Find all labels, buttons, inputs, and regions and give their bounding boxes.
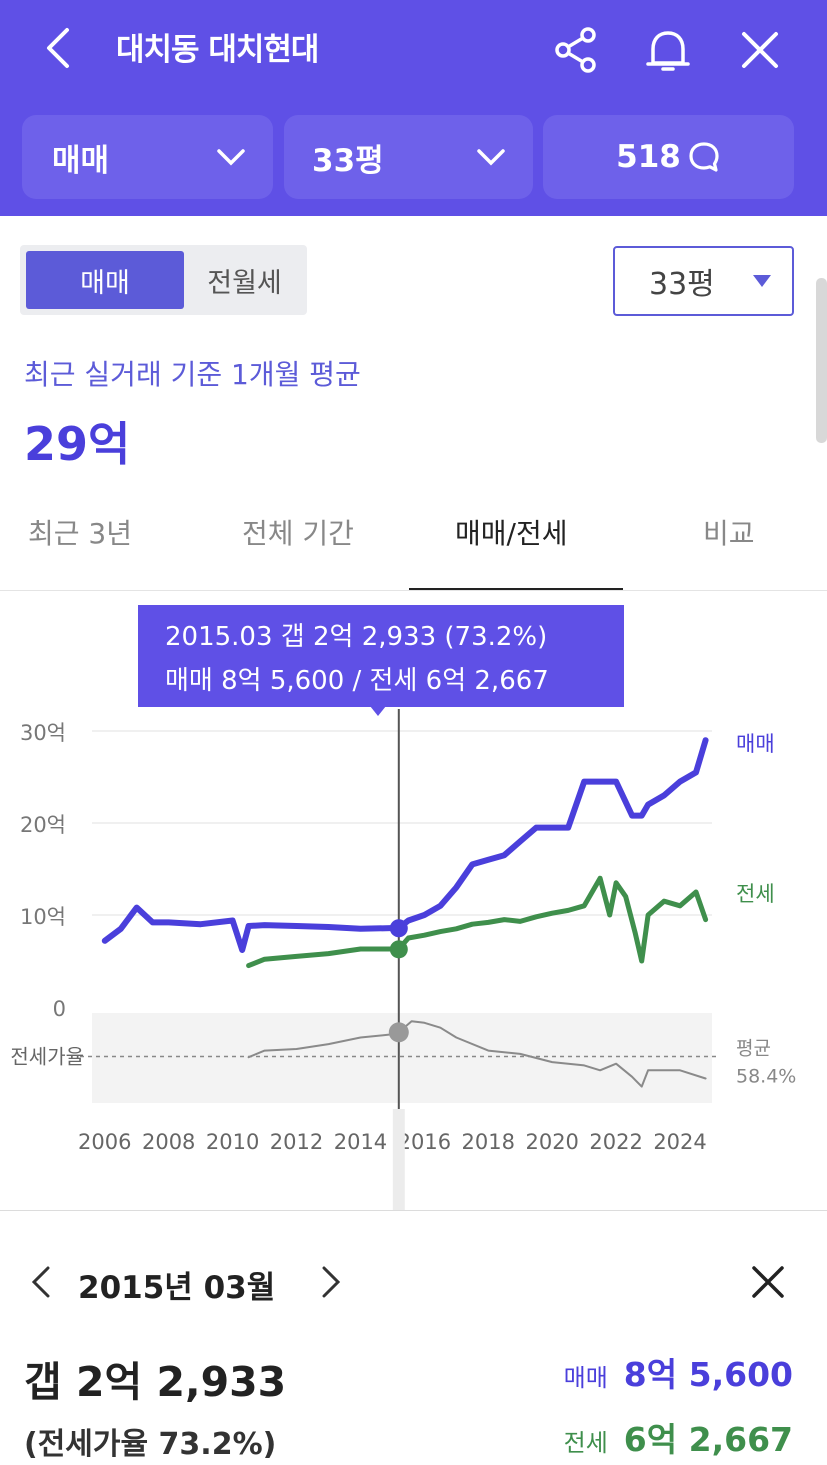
y-tick-label: 0 <box>53 997 66 1021</box>
tab-recent-3y[interactable]: 최근 3년 <box>28 517 132 550</box>
active-tab-indicator <box>409 588 623 590</box>
next-month-button[interactable] <box>316 1262 346 1302</box>
y-tick-label: 20억 <box>20 813 66 837</box>
jeonse-ratio: (전세가율 73.2%) <box>24 1427 277 1462</box>
y-tick-label: 30억 <box>20 721 66 745</box>
x-tick-label: 2024 <box>653 1130 706 1154</box>
jeonse-series-label: 전세 <box>736 882 775 906</box>
close-button[interactable] <box>732 22 788 78</box>
tab-all-period[interactable]: 전체 기간 <box>242 517 354 550</box>
close-icon <box>742 32 778 68</box>
tab-compare[interactable]: 비교 <box>703 517 755 550</box>
x-tick-label: 2022 <box>589 1130 642 1154</box>
tab-divider <box>0 590 827 591</box>
ratio-series-line <box>247 1020 707 1088</box>
x-tick-label: 2012 <box>270 1130 323 1154</box>
notification-button[interactable] <box>640 22 696 78</box>
chevron-down-icon <box>217 149 245 166</box>
comment-count: 518 <box>616 139 681 175</box>
scrollbar[interactable] <box>816 278 827 443</box>
gap-amount: 갭 2억 2,933 <box>24 1358 287 1406</box>
segment-rent[interactable]: 전월세 <box>207 267 282 299</box>
caret-down-icon <box>753 275 771 287</box>
detail-close-button[interactable] <box>746 1260 790 1304</box>
chart-tooltip: 2015.03 갭 2억 2,933 (73.2%) 매매 8억 5,600 /… <box>138 605 624 707</box>
x-tick-label: 2018 <box>462 1130 515 1154</box>
size-select[interactable]: 33평 <box>284 115 533 199</box>
price-chart[interactable]: 30억 20억 10억 0 전세가율 평균 58.4% 2006 2008 2010 2012 201… <box>0 591 827 1211</box>
cursor-handle <box>392 1109 405 1211</box>
tooltip-line-1: 2015.03 갭 2억 2,933 (73.2%) <box>165 622 548 652</box>
deal-type-value: 매매 <box>52 142 110 179</box>
jeonse-price-row: 전세 6억 2,667 <box>564 1413 793 1461</box>
bell-icon <box>646 31 690 71</box>
segment-sale[interactable]: 매매 <box>26 251 184 309</box>
panel-divider <box>0 1210 827 1211</box>
average-value: 29억 <box>24 417 131 471</box>
comment-icon <box>689 142 719 172</box>
back-button[interactable] <box>30 20 86 76</box>
area-select[interactable]: 33평 <box>613 246 794 316</box>
ratio-axis-label: 전세가율 <box>10 1045 84 1069</box>
average-value: 58.4% <box>736 1066 796 1088</box>
sale-price-value: 8억 5,600 <box>623 1355 793 1394</box>
jeonse-point-marker <box>389 940 408 959</box>
share-button[interactable] <box>548 22 604 78</box>
chevron-right-icon <box>322 1266 341 1298</box>
average-label: 최근 실거래 기준 1개월 평균 <box>24 358 361 391</box>
app-header: 대치동 대치현대 매매 33평 518 <box>0 0 827 216</box>
x-tick-label: 2016 <box>398 1130 451 1154</box>
deal-type-select[interactable]: 매매 <box>22 115 273 199</box>
x-tick-label: 2008 <box>142 1130 195 1154</box>
page-title: 대치동 대치현대 <box>116 32 319 68</box>
deal-segment-control: 매매 전월세 <box>20 245 307 315</box>
tooltip-line-2: 매매 8억 5,600 / 전세 6억 2,667 <box>165 666 549 696</box>
x-tick-label: 2020 <box>525 1130 578 1154</box>
chevron-down-icon <box>477 149 505 166</box>
area-select-value: 33평 <box>649 267 715 302</box>
size-value: 33평 <box>312 142 384 179</box>
share-icon <box>555 27 596 73</box>
jeonse-price-value: 6억 2,667 <box>623 1420 793 1459</box>
x-tick-label: 2014 <box>334 1130 387 1154</box>
tooltip-arrow <box>370 706 386 716</box>
sale-series-label: 매매 <box>736 732 775 756</box>
sale-series-line <box>101 737 709 953</box>
average-label: 평균 <box>736 1038 771 1060</box>
jeonse-price-label: 전세 <box>563 1429 608 1457</box>
x-tick-label: 2006 <box>78 1130 131 1154</box>
sale-point-marker <box>389 919 408 938</box>
back-arrow-icon <box>47 28 69 68</box>
sale-price-row: 매매 8억 5,600 <box>564 1348 793 1396</box>
detail-date: 2015년 03월 <box>78 1270 276 1306</box>
y-tick-label: 10억 <box>20 905 66 929</box>
sale-price-label: 매매 <box>563 1364 608 1392</box>
x-tick-label: 2010 <box>206 1130 259 1154</box>
chevron-left-icon <box>31 1266 50 1298</box>
prev-month-button[interactable] <box>26 1262 56 1302</box>
close-icon <box>752 1266 784 1298</box>
comment-button[interactable]: 518 <box>543 115 794 199</box>
jeonse-series-line <box>246 875 709 969</box>
tab-sale-jeonse[interactable]: 매매/전세 <box>455 517 568 550</box>
ratio-point-marker <box>388 1022 409 1043</box>
